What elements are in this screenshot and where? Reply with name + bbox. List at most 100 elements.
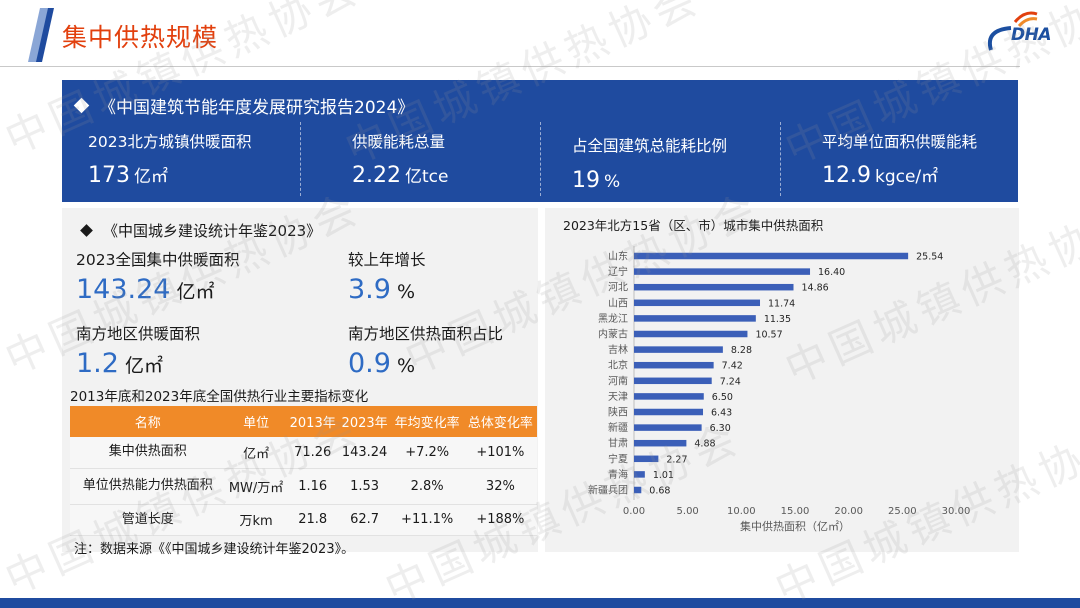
table-cell: 21.8 <box>286 504 339 536</box>
bar <box>634 455 659 463</box>
table-header-cell: 2023年 <box>338 406 391 437</box>
table-header-row: 名称 单位 2013年 2023年 年均变化率 总体变化率 <box>70 406 537 437</box>
yearbook-title: 《中国城乡建设统计年鉴2023》 <box>80 220 321 241</box>
table-row: 集中供热面积 亿㎡ 71.26 143.24 +7.2% +101% <box>70 437 537 469</box>
data-label: 8.28 <box>731 345 752 356</box>
table-cell: 71.26 <box>286 437 339 469</box>
data-label: 2.27 <box>666 454 687 465</box>
bar <box>634 408 704 416</box>
band-title-text: 《中国建筑节能年度发展研究报告2024》 <box>99 98 415 118</box>
x-tick-label: 15.00 <box>781 506 810 517</box>
diamond-bullet-icon <box>73 97 90 114</box>
indicator-table: 名称 单位 2013年 2023年 年均变化率 总体变化率 集中供热面积 亿㎡ … <box>70 406 537 536</box>
data-label: 11.35 <box>764 314 791 325</box>
table-title: 2013年底和2023年底全国供热行业主要指标变化 <box>70 389 369 405</box>
category-label: 陕西 <box>608 406 628 419</box>
table-header-cell: 2013年 <box>286 406 339 437</box>
table-cell: 62.7 <box>338 504 391 536</box>
stat-divider <box>300 122 301 196</box>
data-label: 0.68 <box>649 486 670 497</box>
bar <box>634 424 702 431</box>
bar <box>634 315 756 322</box>
bar <box>634 393 704 400</box>
category-label: 山东 <box>608 250 628 263</box>
header-divider <box>0 66 1020 67</box>
bar <box>634 268 811 275</box>
stat-value: 173 亿㎡ <box>88 163 168 188</box>
category-label: 宁夏 <box>608 452 628 465</box>
x-tick-label: 30.00 <box>942 506 971 517</box>
table-cell: 单位供热能力供热面积 <box>70 468 226 505</box>
data-label: 6.43 <box>711 408 732 419</box>
band-title: 《中国建筑节能年度发展研究报告2024》 <box>72 93 414 118</box>
x-tick-label: 20.00 <box>834 506 863 517</box>
category-label: 甘肃 <box>608 437 628 450</box>
stat-heating-area: 2023北方城镇供暖面积 173 亿㎡ <box>62 122 300 198</box>
kpi-label: 南方地区供热面积占比 <box>348 325 504 343</box>
table-cell: 1.53 <box>338 468 391 505</box>
table-row: 单位供热能力供热面积 MW/万㎡ 1.16 1.53 2.8% 32% <box>70 468 537 505</box>
category-label: 河北 <box>608 282 628 294</box>
table-cell: 亿㎡ <box>225 437 287 469</box>
bar <box>634 330 748 338</box>
bar <box>634 471 645 478</box>
stat-value: 19% <box>572 168 621 193</box>
stat-divider <box>780 122 781 196</box>
bar <box>634 283 794 291</box>
category-label: 黑龙江 <box>598 312 628 325</box>
yearbook-title-text: 《中国城乡建设统计年鉴2023》 <box>103 222 322 240</box>
bar <box>634 439 687 447</box>
bar-chart: 山东 25.54 辽宁 16.40 河北 14.86 山西 11.74 黑龙江 11.35 内蒙古 1… <box>588 246 971 533</box>
table-cell: 1.16 <box>286 468 339 505</box>
table-cell: 2.8% <box>390 468 464 505</box>
category-label: 青海 <box>608 468 628 481</box>
bar <box>634 299 761 307</box>
data-label: 4.88 <box>694 439 715 450</box>
stat-label: 占全国建筑总能耗比例 <box>572 137 728 155</box>
table-cell: 万km <box>225 504 287 536</box>
stat-label: 2023北方城镇供暖面积 <box>88 133 252 151</box>
bar <box>634 346 723 353</box>
logo-text: DHA <box>1011 25 1052 45</box>
data-label: 14.86 <box>801 283 828 294</box>
page-title: 集中供热规模 <box>62 23 219 52</box>
data-label: 6.30 <box>710 423 731 434</box>
table-cell: +7.2% <box>390 437 464 469</box>
header-stripe-decoration <box>28 8 54 62</box>
stat-energy-share: 占全国建筑总能耗比例 19% <box>546 122 784 198</box>
bar <box>634 361 714 369</box>
x-axis-title: 集中供热面积（亿㎡） <box>740 519 850 533</box>
kpi-label: 2023全国集中供暖面积 <box>76 251 240 269</box>
table-header-cell: 单位 <box>225 406 287 437</box>
table-header-cell: 总体变化率 <box>463 406 537 437</box>
category-label: 新疆 <box>608 421 628 434</box>
dha-logo <box>988 11 1038 51</box>
report-summary-band: 《中国建筑节能年度发展研究报告2024》 2023北方城镇供暖面积 173 亿㎡ … <box>62 80 1018 202</box>
chart-panel: 2023年北方15省（区、市）城市集中供热面积 山东 25.54 辽宁 16.40 河北… <box>545 208 1019 552</box>
x-tick-label: 5.00 <box>677 506 699 517</box>
category-label: 辽宁 <box>608 265 628 278</box>
table-cell: 集中供热面积 <box>70 437 226 469</box>
kpi-label: 南方地区供暖面积 <box>76 325 201 343</box>
x-tick-label: 10.00 <box>727 506 756 517</box>
kpi-value: 1.2 亿㎡ <box>76 348 163 379</box>
category-label: 山西 <box>608 297 628 309</box>
bar <box>634 377 712 385</box>
kpi-label: 较上年增长 <box>348 251 426 269</box>
stat-unit-energy: 平均单位面积供暖能耗 12.9 kgce/㎡ <box>796 122 1034 198</box>
source-note: 注：数据来源《《中国城乡建设统计年鉴2023》。 <box>74 542 355 557</box>
bar <box>634 486 642 494</box>
table-cell: +101% <box>463 437 537 469</box>
data-label: 7.24 <box>720 376 741 387</box>
table-cell: MW/万㎡ <box>225 468 287 505</box>
x-tick-label: 25.00 <box>888 506 917 517</box>
table-header-cell: 名称 <box>70 406 226 437</box>
category-label: 北京 <box>608 359 628 372</box>
table-cell: +11.1% <box>390 504 464 536</box>
stat-value: 2.22 亿tce <box>352 163 449 188</box>
category-label: 新疆兵团 <box>588 484 628 497</box>
stat-label: 供暖能耗总量 <box>352 133 446 151</box>
x-tick-label: 0.00 <box>623 506 645 517</box>
stat-value: 12.9 kgce/㎡ <box>822 163 939 188</box>
data-label: 1.01 <box>653 470 674 481</box>
